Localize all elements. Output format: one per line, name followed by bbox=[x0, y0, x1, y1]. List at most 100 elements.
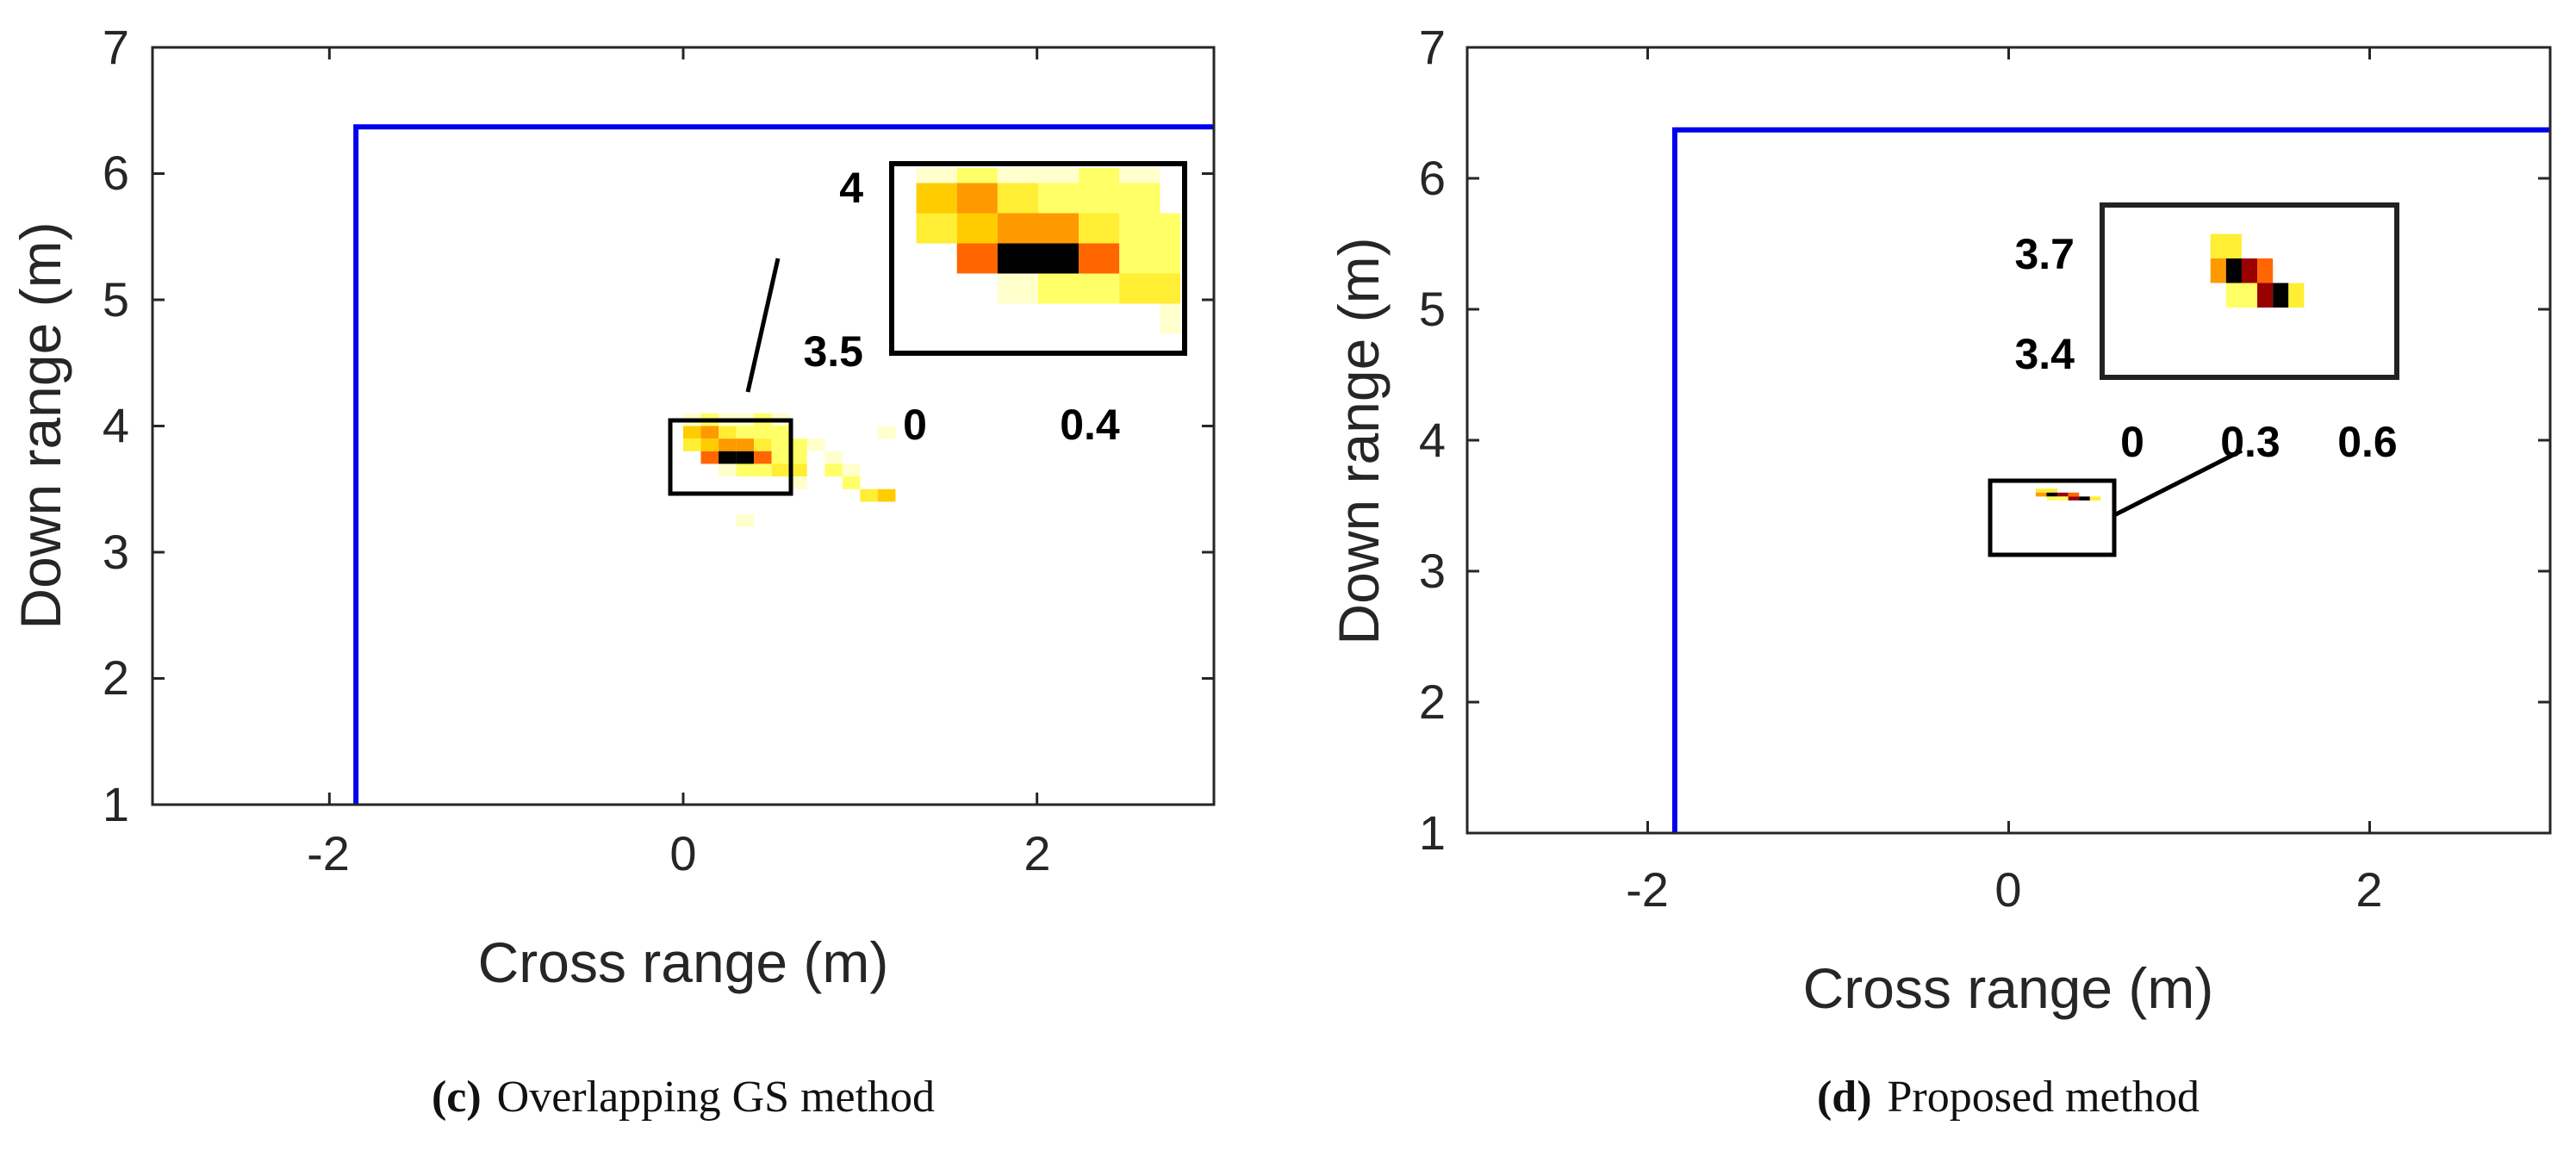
d-inset-cell bbox=[2210, 258, 2226, 283]
c-inset-cell bbox=[1119, 243, 1160, 274]
d-heatmap-cell bbox=[2046, 492, 2058, 497]
d-heatmap-cell bbox=[2046, 488, 2058, 493]
c-heatmap-cell bbox=[683, 426, 701, 439]
c-wall-outline bbox=[353, 124, 1214, 805]
d-ytick-3: 3 bbox=[1419, 544, 1446, 598]
c-ytick-3: 3 bbox=[103, 525, 129, 579]
c-inset-cell bbox=[956, 183, 998, 214]
c-inset-cell bbox=[997, 213, 1038, 244]
d-x-axis-label: Cross range (m) bbox=[1803, 956, 2214, 1020]
d-inset-frame bbox=[2100, 202, 2399, 380]
c-y-axis-label: Down range (m) bbox=[9, 221, 72, 629]
d-inset-cell bbox=[2288, 283, 2305, 308]
c-inset-cell bbox=[997, 168, 1038, 183]
c-inset-cell bbox=[956, 243, 998, 274]
c-inset-cell bbox=[1119, 213, 1160, 244]
c-inset-cell bbox=[916, 213, 957, 244]
c-heatmap-cell bbox=[789, 438, 807, 451]
c-wall-line bbox=[353, 124, 1214, 805]
c-heatmap-cell bbox=[736, 463, 755, 477]
c-heatmap-cell bbox=[683, 438, 701, 451]
c-inset-cell bbox=[1038, 168, 1080, 183]
c-inset-cell bbox=[1079, 168, 1120, 183]
d-heatmap-cell bbox=[2089, 496, 2101, 501]
c-inset-cell bbox=[1079, 183, 1120, 214]
c-inset-xtick-0-4: 0.4 bbox=[1060, 401, 1120, 449]
c-inset-cells bbox=[916, 168, 1180, 334]
c-heatmap-cell bbox=[771, 463, 790, 477]
d-ytick-2: 2 bbox=[1419, 675, 1446, 729]
c-ytick-7: 7 bbox=[103, 20, 129, 74]
d-heatmap-cell bbox=[2057, 496, 2069, 501]
c-inset-cell bbox=[997, 183, 1038, 214]
panel-c: 7 6 5 4 3 2 1 -2 0 2 Cross range (m) Dow… bbox=[9, 20, 1216, 994]
d-inset-cell bbox=[2241, 258, 2258, 283]
c-heatmap-cell bbox=[842, 476, 861, 489]
d-heatmap-cells bbox=[2035, 488, 2101, 501]
c-heatmap-cell bbox=[719, 426, 737, 439]
c-inset-cell bbox=[1038, 243, 1080, 274]
d-tick-marks bbox=[1467, 46, 2550, 835]
d-inset-xtick-0-3: 0.3 bbox=[2220, 418, 2280, 466]
c-heatmap-cell bbox=[700, 438, 719, 451]
d-inset-xtick-0-6: 0.6 bbox=[2337, 418, 2398, 466]
d-ytick-1: 1 bbox=[1419, 805, 1446, 860]
d-inset-cell bbox=[2257, 258, 2274, 283]
d-inset-ytick-3-4: 3.4 bbox=[2014, 330, 2075, 378]
c-inset-cell bbox=[956, 213, 998, 244]
c-inset-cell bbox=[1160, 273, 1180, 304]
d-zoom-box bbox=[1988, 478, 2117, 557]
c-heatmap-cell bbox=[736, 426, 755, 439]
c-heatmap-cell bbox=[877, 426, 896, 439]
c-inset-cell bbox=[1079, 243, 1120, 274]
d-xtick-neg2: -2 bbox=[1626, 862, 1669, 917]
c-ytick-5: 5 bbox=[103, 272, 129, 327]
c-heatmap-cell bbox=[700, 451, 719, 464]
c-heatmap-cell bbox=[771, 451, 790, 464]
d-heatmap-cell bbox=[2057, 492, 2069, 497]
c-inset-cell bbox=[997, 243, 1038, 274]
c-heatmap-cell bbox=[700, 426, 719, 439]
c-heatmap-cell bbox=[719, 463, 737, 477]
c-heatmap-cell bbox=[877, 488, 896, 502]
d-heatmap-cell bbox=[2068, 496, 2080, 501]
d-y-axis-label: Down range (m) bbox=[1327, 237, 1391, 644]
c-heatmap-cell bbox=[842, 463, 861, 477]
d-inset-cell bbox=[2225, 258, 2242, 283]
c-inset-cell bbox=[1160, 213, 1180, 244]
c-inset-cell bbox=[1038, 213, 1080, 244]
c-x-axis-label: Cross range (m) bbox=[478, 930, 889, 994]
c-inset-xtick-0: 0 bbox=[903, 401, 927, 449]
d-ytick-6: 6 bbox=[1419, 151, 1446, 205]
d-heatmap-cell bbox=[2068, 492, 2080, 497]
caption-d-label: (d) bbox=[1817, 1073, 1872, 1122]
d-ytick-7: 7 bbox=[1419, 20, 1446, 74]
c-heatmap-cell bbox=[824, 451, 843, 464]
c-xtick-2: 2 bbox=[1024, 826, 1050, 880]
d-ytick-4: 4 bbox=[1419, 413, 1446, 467]
c-heatmap-cell bbox=[754, 463, 772, 477]
d-wall-line bbox=[1671, 127, 2550, 833]
d-xtick-0: 0 bbox=[1994, 862, 2021, 917]
c-ytick-1: 1 bbox=[103, 777, 129, 831]
c-inset-cell bbox=[1119, 168, 1160, 183]
c-inset-cell bbox=[956, 168, 998, 183]
d-wall-outline bbox=[1671, 127, 2550, 833]
c-heatmap-cell bbox=[789, 463, 807, 477]
caption-d-text: Proposed method bbox=[1888, 1073, 2200, 1122]
c-heatmap-cell bbox=[754, 451, 772, 464]
caption-d: (d) Proposed method bbox=[1817, 1073, 2200, 1122]
c-zoom-box bbox=[668, 418, 793, 496]
d-inset-cell bbox=[2210, 233, 2226, 258]
c-xtick-0: 0 bbox=[669, 826, 696, 880]
c-inset-cell bbox=[1119, 273, 1160, 304]
c-inset-cell bbox=[1160, 243, 1180, 274]
caption-c-text: Overlapping GS method bbox=[497, 1073, 935, 1122]
c-zoom-leader bbox=[745, 258, 781, 393]
c-inset-ytick-3-5: 3.5 bbox=[803, 327, 863, 376]
d-heatmap-cell bbox=[2046, 496, 2058, 501]
caption-c: (c) Overlapping GS method bbox=[432, 1073, 935, 1122]
c-heatmap-cell bbox=[736, 438, 755, 451]
c-heatmap-cell bbox=[789, 451, 807, 464]
